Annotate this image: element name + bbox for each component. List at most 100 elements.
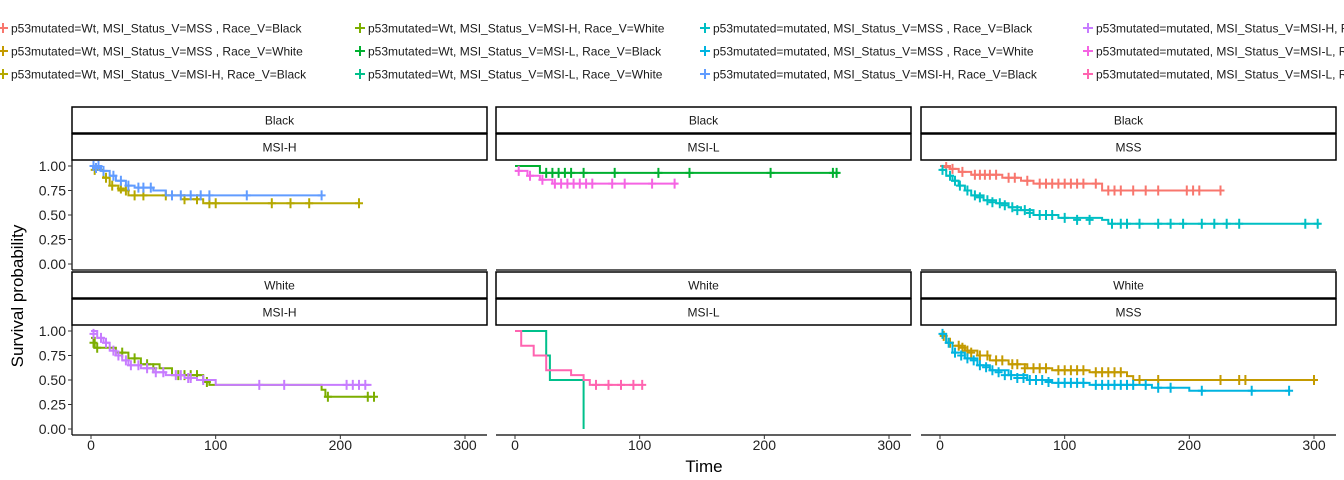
censor-mark: [951, 175, 959, 186]
strip-bottom-label: MSS: [1115, 306, 1141, 320]
survival-series: [89, 336, 378, 402]
censor-mark: [970, 190, 979, 201]
censor-mark: [89, 328, 98, 339]
survival-series: [514, 165, 679, 189]
legend-item: p53mutated=Wt, MSI_Status_V=MSS , Race_V…: [0, 45, 303, 59]
strip-top-label: White: [688, 279, 719, 293]
censor-mark: [1020, 205, 1029, 216]
strip-top-box: [920, 106, 1337, 134]
censor-mark: [946, 170, 954, 181]
censor-mark: [116, 175, 125, 186]
x-tick-label: 200: [329, 437, 353, 453]
survival-curve: [515, 165, 840, 174]
censor-mark: [89, 337, 98, 348]
censor-mark: [1042, 363, 1050, 374]
x-tick-label: 100: [1053, 437, 1077, 453]
censor-mark: [1235, 218, 1244, 229]
legend-label: p53mutated=mutated, MSI_Status_V=MSI-L, …: [1096, 68, 1344, 82]
survival-series: [515, 330, 647, 390]
x-tick-label: 200: [753, 437, 777, 453]
censor-mark: [146, 182, 155, 193]
facet-panel: White MSI-L 0 100 200 300: [495, 271, 912, 453]
censor-mark: [102, 172, 110, 183]
censor-mark: [205, 190, 214, 201]
censor-mark: [975, 350, 984, 361]
censor-mark: [975, 360, 984, 371]
survival-series: [940, 162, 1225, 196]
y-tick-label: 0.25: [39, 232, 66, 248]
censor-mark: [1154, 185, 1163, 196]
censor-mark: [1135, 375, 1144, 385]
censor-mark: [1301, 218, 1310, 229]
strip-top-box: [71, 271, 488, 299]
y-tick-label: 0.75: [39, 348, 66, 364]
censor-mark: [955, 180, 964, 191]
legend-item: p53mutated=Wt, MSI_Status_V=MSI-L, Race_…: [355, 45, 662, 59]
legend-item: p53mutated=Wt, MSI_Status_V=MSI-H, Race_…: [355, 22, 665, 36]
strip-bottom-label: MSI-H: [263, 306, 297, 320]
censor-mark: [1116, 185, 1125, 196]
censor-mark: [1019, 373, 1028, 383]
x-tick-label: 100: [204, 437, 228, 453]
censor-mark: [526, 170, 534, 181]
strip-top-label: Black: [689, 114, 719, 128]
survival-series: [515, 165, 841, 178]
legend-item: p53mutated=mutated, MSI_Status_V=MSI-H, …: [1083, 22, 1344, 36]
x-tick-label: 300: [877, 437, 901, 453]
censor-mark: [109, 170, 118, 181]
censor-mark: [1023, 175, 1032, 186]
censor-mark: [124, 180, 133, 191]
censor-mark: [957, 350, 966, 361]
censor-mark: [1285, 385, 1294, 396]
censor-mark: [1197, 385, 1206, 396]
censor-mark: [1129, 379, 1138, 390]
censor-mark: [1085, 214, 1094, 225]
censor-mark: [94, 161, 103, 171]
censor-mark: [1108, 218, 1116, 229]
censor-mark: [983, 195, 992, 206]
censor-mark: [538, 174, 547, 185]
x-tick-label: 200: [1178, 437, 1202, 453]
strip-top-box: [495, 271, 912, 299]
strip-top-label: Black: [1114, 114, 1144, 128]
x-tick-label: 0: [511, 437, 519, 453]
y-tick-label: 1.00: [39, 158, 66, 174]
survival-curve: [515, 330, 640, 386]
censor-mark: [143, 363, 152, 374]
strip-bottom-box: [920, 133, 1337, 161]
censor-mark: [159, 367, 168, 378]
censor-mark: [280, 379, 289, 390]
survival-curve: [91, 336, 372, 398]
censor-mark: [832, 167, 841, 178]
censor-mark: [323, 391, 332, 402]
legend: p53mutated=Wt, MSI_Status_V=MSS , Race_V…: [0, 22, 1344, 82]
x-tick-label: 300: [453, 437, 477, 453]
facet-panels: Black MSI-H 0.00 0.25 0.50 0.75 1.00 Black MSI-L…: [39, 106, 1337, 453]
censor-mark: [1166, 218, 1175, 229]
censor-mark: [958, 166, 967, 177]
censor-mark: [969, 355, 978, 366]
censor-mark: [286, 198, 295, 209]
censor-mark: [168, 190, 176, 201]
censor-mark: [951, 347, 959, 358]
censor-mark: [617, 379, 625, 390]
legend-label: p53mutated=Wt, MSI_Status_V=MSI-H, Race_…: [368, 22, 665, 36]
censor-mark: [1000, 200, 1009, 211]
censor-mark: [255, 379, 264, 390]
censor-mark: [983, 350, 992, 361]
censor-mark: [766, 167, 775, 178]
y-tick-label: 0.75: [39, 183, 66, 199]
strip-bottom-box: [71, 133, 488, 161]
censor-mark: [1060, 212, 1069, 223]
censor-mark: [579, 167, 588, 178]
legend-label: p53mutated=Wt, MSI_Status_V=MSI-H, Race_…: [11, 68, 307, 82]
censor-mark: [992, 169, 1001, 180]
survival-series: [939, 330, 1318, 385]
strip-bottom-label: MSI-L: [687, 141, 719, 155]
censor-mark: [1141, 379, 1150, 390]
censor-mark: [604, 379, 613, 390]
censor-mark: [988, 197, 997, 208]
censor-mark: [995, 198, 1004, 209]
censor-mark: [1038, 375, 1047, 385]
legend-item: p53mutated=Wt, MSI_Status_V=MSI-H, Race_…: [0, 68, 307, 82]
